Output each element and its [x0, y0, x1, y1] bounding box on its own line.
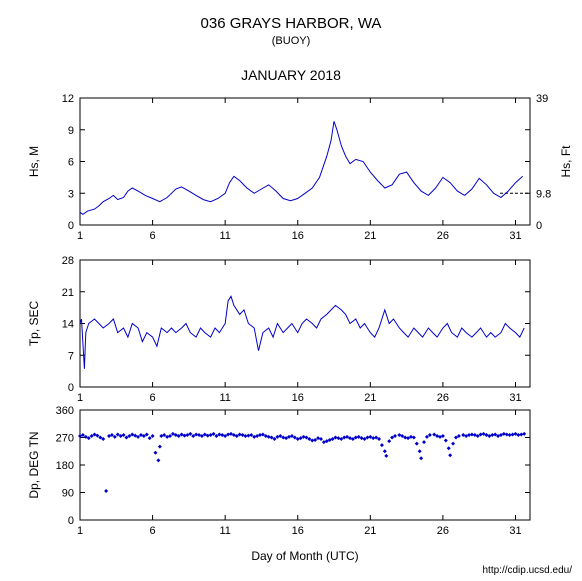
- xtick-label: 6: [150, 230, 156, 242]
- ytick-label: 90: [62, 488, 74, 500]
- data-point: [505, 432, 509, 436]
- data-point: [444, 439, 448, 443]
- xtick-label: 11: [219, 392, 230, 404]
- ytick-label: 7: [68, 350, 74, 362]
- xtick-label: 21: [364, 392, 376, 404]
- xtick-label: 31: [509, 525, 521, 537]
- ytick-label: 0: [68, 382, 74, 394]
- xtick-label: 16: [292, 230, 304, 242]
- ytick-label: 180: [56, 460, 74, 472]
- ytick-label: 0: [68, 220, 74, 232]
- data-point: [422, 440, 426, 444]
- xtick-label: 26: [437, 392, 449, 404]
- ytick-label: 0: [68, 515, 74, 527]
- data-point: [447, 446, 451, 450]
- data-point: [511, 432, 515, 436]
- ytick-label: 28: [62, 255, 74, 267]
- data-point: [246, 434, 250, 438]
- data-point: [415, 442, 419, 446]
- ytick-label: 270: [56, 433, 74, 445]
- ylabel-left: Tp, SEC: [27, 301, 41, 347]
- data-point: [387, 439, 391, 443]
- title-sub: (BUOY): [272, 35, 311, 47]
- xtick-label: 6: [150, 392, 156, 404]
- data-point: [470, 432, 474, 436]
- data-point: [153, 451, 157, 455]
- xtick-label: 31: [509, 392, 521, 404]
- ytick-label: 12: [62, 93, 74, 105]
- data-point: [156, 458, 160, 462]
- data-point: [380, 443, 384, 447]
- panel-frame: [80, 98, 530, 225]
- footer-url: http://cdip.ucsd.edu/: [482, 565, 572, 576]
- buoy-chart: 036 GRAYS HARBOR, WA (BUOY) JANUARY 2018 0 3…: [0, 0, 582, 581]
- data-point: [104, 489, 108, 493]
- xtick-label: 1: [77, 230, 83, 242]
- data-point: [448, 453, 452, 457]
- data-point: [519, 432, 523, 436]
- ylabel-right: Hs, Ft: [559, 145, 573, 178]
- data-point: [151, 434, 155, 438]
- ytick-label: 6: [68, 157, 74, 169]
- xtick-label: 11: [219, 525, 230, 537]
- xtick-label: 1: [77, 525, 83, 537]
- xtick-label: 21: [364, 525, 376, 537]
- data-series: [80, 296, 524, 369]
- xtick-label: 16: [292, 392, 304, 404]
- title-month: JANUARY 2018: [241, 67, 341, 83]
- xtick-label: 1: [77, 392, 83, 404]
- ylabel-left: Dp, DEG TN: [27, 431, 41, 498]
- ytick-label: 9: [68, 125, 74, 137]
- data-series: [80, 121, 523, 214]
- data-point: [148, 436, 152, 440]
- panel-frame: [80, 260, 530, 387]
- xtick-label: 31: [509, 230, 521, 242]
- ytick-label: 21: [62, 287, 74, 299]
- ytick-label: 14: [62, 319, 74, 331]
- ytick-right-label: 39: [536, 93, 548, 105]
- data-point: [451, 442, 455, 446]
- xtick-label: 6: [150, 525, 156, 537]
- data-point: [412, 436, 416, 440]
- ytick-label: 360: [56, 405, 74, 417]
- data-point: [418, 449, 422, 453]
- data-point: [508, 433, 512, 437]
- title-main: 036 GRAYS HARBOR, WA: [201, 15, 382, 32]
- data-point: [419, 456, 423, 460]
- xtick-label: 26: [437, 230, 449, 242]
- ytick-label: 3: [68, 188, 74, 200]
- xtick-label: 16: [292, 525, 304, 537]
- xtick-label: 26: [437, 525, 449, 537]
- ylabel-left: Hs, M: [27, 146, 41, 177]
- xlabel: Day of Month (UTC): [251, 549, 358, 563]
- xtick-label: 11: [219, 230, 230, 242]
- ytick-right-label: 0: [536, 220, 542, 232]
- data-point: [383, 449, 387, 453]
- xtick-label: 21: [364, 230, 376, 242]
- data-point: [384, 454, 388, 458]
- data-point: [158, 445, 162, 449]
- panel-frame: [80, 410, 530, 520]
- ytick-right-label: 9.8: [536, 188, 551, 200]
- data-point: [522, 432, 526, 436]
